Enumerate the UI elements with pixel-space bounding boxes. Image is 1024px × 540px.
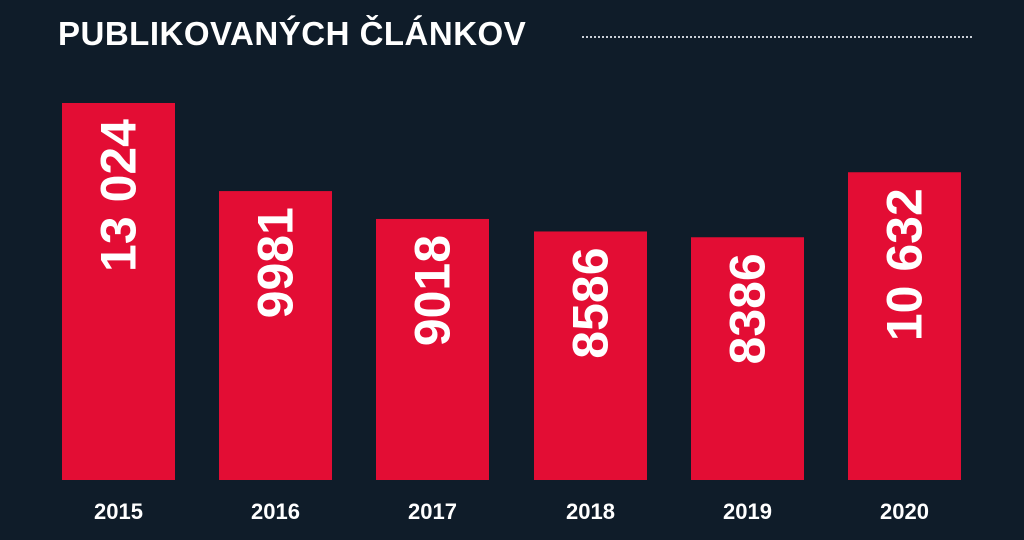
value-label-2017: 9018 bbox=[405, 235, 461, 346]
value-label-2019: 8386 bbox=[720, 253, 776, 364]
x-tick-label-2020: 2020 bbox=[880, 499, 929, 524]
x-tick-label-2016: 2016 bbox=[251, 499, 300, 524]
bar-2015 bbox=[62, 103, 175, 480]
bar-2017 bbox=[376, 218, 489, 481]
x-tick-label-2015: 2015 bbox=[94, 499, 143, 524]
title-dotted-rule bbox=[582, 36, 972, 38]
x-tick-label-2017: 2017 bbox=[408, 499, 457, 524]
bar-2018 bbox=[534, 231, 647, 480]
value-label-2020: 10 632 bbox=[877, 188, 933, 341]
bar-2016 bbox=[219, 191, 332, 480]
chart-title: PUBLIKOVANÝCH ČLÁNKOV bbox=[58, 15, 527, 52]
bar-2019 bbox=[691, 237, 804, 480]
x-tick-label-2018: 2018 bbox=[566, 499, 615, 524]
x-tick-label-2019: 2019 bbox=[723, 499, 772, 524]
value-label-2016: 9981 bbox=[248, 207, 304, 318]
value-label-2015: 13 024 bbox=[91, 119, 147, 272]
bar-2020 bbox=[848, 172, 961, 480]
value-label-2018: 8586 bbox=[563, 247, 619, 358]
